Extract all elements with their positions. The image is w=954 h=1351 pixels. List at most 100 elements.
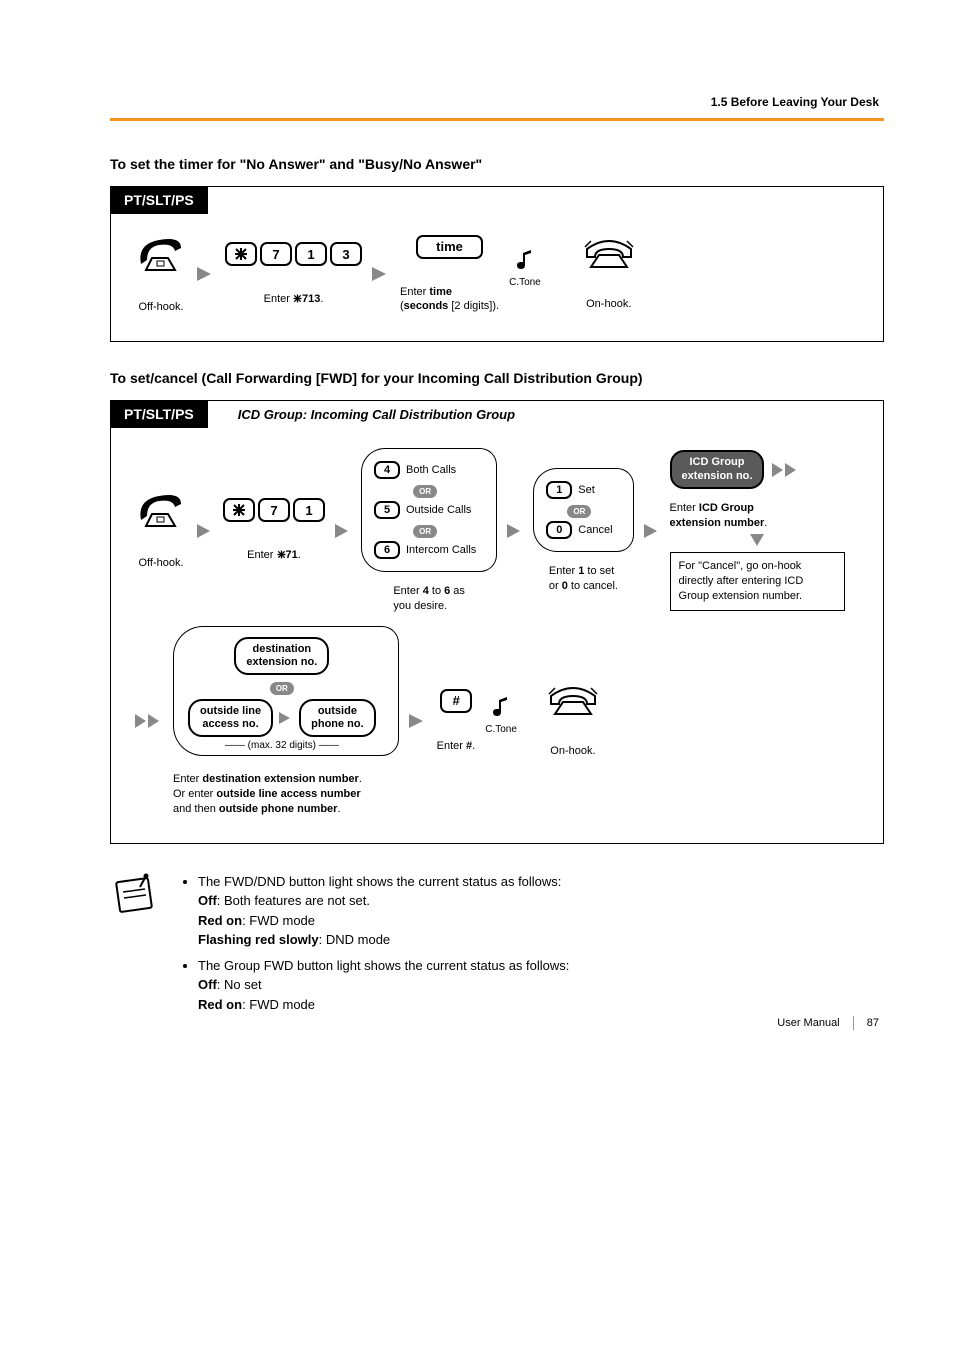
step2-icd: ICD Group extension no. Enter ICD Group …: [670, 450, 845, 611]
t: Enter: [549, 565, 578, 577]
section2-title: To set/cancel (Call Forwarding [FWD] for…: [110, 370, 884, 386]
max-digits: —— (max. 32 digits) ——: [188, 740, 376, 751]
key-hash: #: [440, 689, 472, 713]
t: (max. 32 digits): [248, 740, 316, 751]
arrow-icon: [372, 267, 390, 281]
cap: Enter ICD Group extension number.: [670, 501, 768, 531]
dest-ext-pill: destination extension no.: [234, 637, 329, 675]
ctone-icon: [515, 247, 535, 273]
t: destination: [252, 643, 311, 655]
ctone-icon: [491, 694, 511, 720]
arrow-icon: [409, 714, 427, 728]
cancel-note: For "Cancel", go on-hook directly after …: [670, 552, 845, 611]
footer: User Manual 87: [777, 1016, 879, 1030]
k: 0: [546, 521, 572, 539]
opt: 4Both Calls: [374, 461, 476, 479]
note-arrow-down-icon: [750, 534, 764, 548]
t: .: [320, 293, 323, 305]
t: 713: [302, 293, 320, 305]
step2-setcancel: 1Set OR 0Cancel Enter 1 to set or 0 to c…: [533, 468, 633, 594]
t: destination extension number: [202, 773, 358, 785]
t: access no.: [202, 718, 258, 730]
t: : DND mode: [319, 932, 391, 947]
t: Enter: [173, 773, 202, 785]
offhook-icon: [135, 490, 187, 530]
opt-open: destination extension no. OR outside lin…: [173, 626, 382, 757]
or-chip: OR: [413, 525, 437, 538]
key-star: [223, 498, 255, 522]
flowbox-1: PT/SLT/PS Off-hook. 7 1 3 Enter 713.: [110, 186, 884, 342]
opt-open: 1Set OR 0Cancel: [533, 468, 616, 552]
t: to: [429, 585, 444, 597]
outside-phone-pill: outside phone no.: [299, 699, 376, 737]
note-item: The FWD/DND button light shows the curre…: [198, 872, 569, 950]
or-chip: OR: [270, 682, 294, 695]
t: outside: [318, 705, 357, 717]
note-item: The Group FWD button light shows the cur…: [198, 956, 569, 1015]
onhook-icon: [545, 684, 601, 718]
ctone-label: C.Tone: [485, 724, 517, 735]
header-rule: [110, 118, 884, 121]
flow2-tabrow: PT/SLT/PS ICD Group: Incoming Call Distr…: [111, 401, 883, 428]
header-section: 1.5 Before Leaving Your Desk: [711, 95, 879, 109]
onhook-icon: [581, 237, 637, 271]
flowbox-2: PT/SLT/PS ICD Group: Incoming Call Distr…: [110, 400, 884, 844]
or-chip: OR: [567, 505, 591, 518]
t: Enter: [670, 502, 699, 514]
t: : No set: [217, 977, 262, 992]
opt: 0Cancel: [546, 521, 612, 539]
arrow-icon: [279, 712, 293, 724]
t: extension no.: [682, 470, 753, 482]
footer-page: 87: [867, 1017, 879, 1029]
footer-divider: [853, 1016, 854, 1030]
notepad-icon: [110, 872, 160, 916]
t: Off: [198, 893, 217, 908]
opt: 1Set: [546, 481, 612, 499]
opt: 6Intercom Calls: [374, 541, 476, 559]
opt-close: [382, 626, 399, 757]
double-arrow-icon: [772, 463, 798, 477]
l: Both Calls: [406, 464, 456, 476]
cap: Enter destination extension number. Or e…: [173, 772, 362, 817]
key-star: [225, 242, 257, 266]
flow1-tab: PT/SLT/PS: [110, 186, 208, 214]
key-7: 7: [260, 242, 292, 266]
key-3: 3: [330, 242, 362, 266]
keycap-row-713: 7 1 3: [225, 242, 362, 266]
arrow-icon: [197, 267, 215, 281]
l: Intercom Calls: [406, 544, 476, 556]
key-1: 1: [295, 242, 327, 266]
flow2-rowA: Off-hook. 7 1 Enter 71. 4Both Calls OR 5…: [111, 428, 883, 620]
opt: 5Outside Calls: [374, 501, 476, 519]
section1-title: To set the timer for "No Answer" and "Bu…: [110, 156, 884, 172]
offhook-icon: [135, 234, 187, 274]
step-ctone: C.Tone: [509, 247, 541, 288]
t: to cancel.: [568, 580, 618, 592]
t: Off: [198, 977, 217, 992]
t: ICD Group: [699, 502, 754, 514]
t: Enter: [393, 585, 422, 597]
time-caption: Enter time (seconds [2 digits]).: [400, 285, 499, 315]
flow2-tab: PT/SLT/PS: [110, 400, 208, 428]
opt-close: [480, 448, 497, 572]
t: .: [472, 740, 475, 752]
key-time: time: [416, 235, 483, 259]
step-code: 7 1 3 Enter 713.: [225, 242, 362, 307]
flow1-row: Off-hook. 7 1 3 Enter 713. time Enter ti…: [111, 214, 883, 321]
ctone-label: C.Tone: [509, 277, 541, 288]
notes-list: The FWD/DND button light shows the curre…: [180, 872, 569, 1021]
step2-calltype: 4Both Calls OR 5Outside Calls OR 6Interc…: [361, 448, 497, 614]
step2-offhook: Off-hook.: [135, 490, 187, 571]
key-7: 7: [258, 498, 290, 522]
step2-code: 7 1 Enter 71.: [223, 498, 325, 563]
t: Flashing red slowly: [198, 932, 319, 947]
t: Enter: [437, 740, 466, 752]
t: Enter: [400, 286, 429, 298]
opt-close: [617, 468, 634, 552]
code-caption: Enter 713.: [264, 292, 324, 307]
step-offhook: Off-hook.: [135, 234, 187, 315]
t: seconds: [404, 300, 449, 312]
step2-ctone: C.Tone: [485, 694, 517, 735]
footer-manual: User Manual: [777, 1017, 839, 1029]
k: 5: [374, 501, 400, 519]
